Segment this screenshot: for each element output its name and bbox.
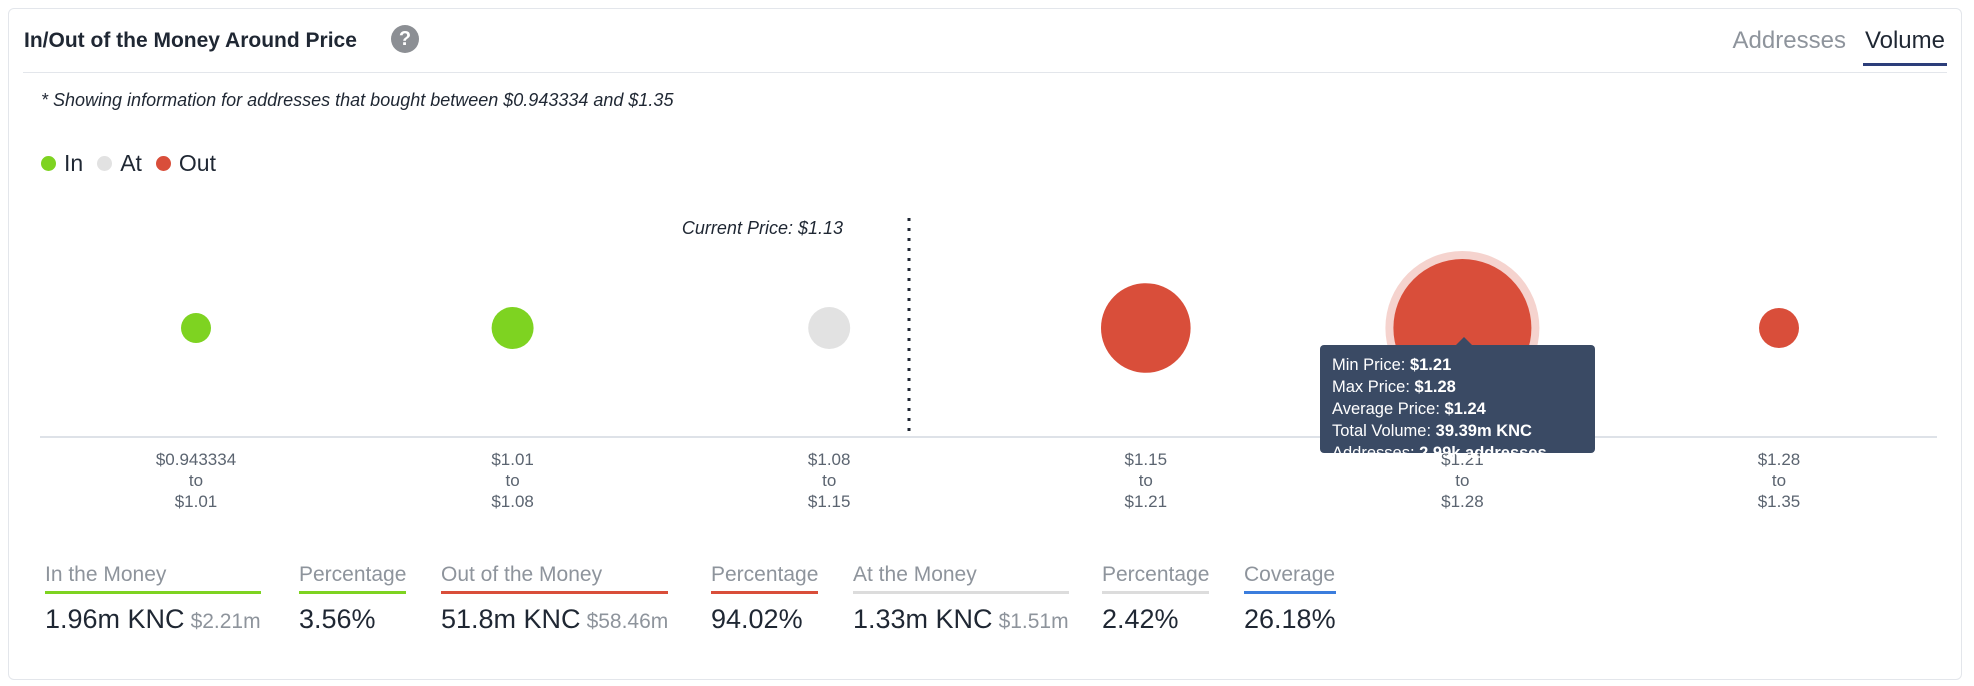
x-tick-label: $1.28 <box>1441 492 1484 511</box>
bubble-at <box>808 307 851 349</box>
tooltip-total-volume: Total Volume: 39.39m KNC <box>1332 422 1532 440</box>
card-header: In/Out of the Money Around Price ? Addre… <box>9 9 1961 74</box>
x-tick-label: $1.35 <box>1758 492 1801 511</box>
x-tick-label: to <box>189 471 203 490</box>
stat-at-percentage: Percentage 2.42% <box>1102 563 1210 635</box>
x-tick-label: $1.08 <box>808 450 851 469</box>
stat-at-the-money: At the Money 1.33m KNC $1.51m <box>853 563 1069 635</box>
stat-in-the-money: In the Money 1.96m KNC $2.21m <box>45 563 261 635</box>
stat-in-percentage: Percentage 3.56% <box>299 563 407 635</box>
x-tick-label: $1.08 <box>491 492 534 511</box>
bubble-out <box>1759 308 1799 348</box>
x-tick-label: $1.01 <box>175 492 218 511</box>
x-tick-label: to <box>1455 471 1469 490</box>
tab-addresses[interactable]: Addresses <box>1732 27 1846 54</box>
bubble-in <box>181 313 211 343</box>
x-tick-label: $1.15 <box>1125 450 1168 469</box>
chart-legend: In At Out <box>41 150 216 177</box>
current-price-label: Current Price: $1.13 <box>682 218 843 238</box>
x-tick-label: $0.943334 <box>156 450 236 469</box>
legend-label-in: In <box>64 150 84 176</box>
stat-out-percentage: Percentage 94.02% <box>711 563 819 635</box>
legend-item-at[interactable]: At <box>97 150 142 177</box>
tooltip-min-price: Min Price: $1.21 <box>1332 356 1452 374</box>
legend-item-out[interactable]: Out <box>155 150 216 177</box>
stat-label: Percentage <box>299 563 407 594</box>
legend-dot-at <box>97 156 113 171</box>
bubble-tooltip: Min Price: $1.21 Max Price: $1.28 Averag… <box>1320 345 1595 462</box>
stat-out-of-the-money: Out of the Money 51.8m KNC $58.46m <box>441 563 669 635</box>
x-tick-label: $1.01 <box>491 450 534 469</box>
stat-value: 3.56% <box>299 604 376 634</box>
stat-label: Coverage <box>1244 563 1336 594</box>
x-tick-label: $1.21 <box>1125 492 1168 511</box>
x-tick-label: to <box>1139 471 1153 490</box>
iomap-card: In/Out of the Money Around Price ? Addre… <box>8 8 1962 680</box>
stat-label: Percentage <box>1102 563 1210 594</box>
stat-label: At the Money <box>853 563 1069 594</box>
stat-label: Percentage <box>711 563 819 594</box>
x-tick-label: to <box>822 471 836 490</box>
bubble-in <box>491 307 534 349</box>
bubble-out <box>1100 283 1191 373</box>
stat-label: Out of the Money <box>441 563 669 594</box>
stat-value: 51.8m KNC $58.46m <box>441 604 669 634</box>
stat-value: 1.33m KNC $1.51m <box>853 604 1069 634</box>
header-divider <box>23 72 1947 73</box>
stat-value: 1.96m KNC $2.21m <box>45 604 261 634</box>
legend-dot-out <box>155 156 171 171</box>
stat-coverage: Coverage 26.18% <box>1244 563 1336 635</box>
tooltip-addresses: Addresses: 2.99k addresses <box>1332 444 1547 462</box>
page-title: In/Out of the Money Around Price <box>24 29 357 52</box>
legend-label-out: Out <box>178 150 216 176</box>
iomap-chart: Current Price: $1.13 $0.943334 to $1.01 $1.0… <box>40 218 1937 511</box>
x-tick-label: $1.28 <box>1758 450 1801 469</box>
view-tabs: Addresses Volume <box>1731 27 1947 66</box>
question-circle-icon[interactable]: ? <box>391 25 419 53</box>
range-note: * Showing information for addresses that… <box>41 90 674 110</box>
stat-label: In the Money <box>45 563 261 594</box>
tooltip-caret <box>1455 337 1473 346</box>
x-tick-label: to <box>506 471 520 490</box>
legend-item-in[interactable]: In <box>41 150 83 177</box>
stat-value: 26.18% <box>1244 604 1336 634</box>
x-tick-label: to <box>1772 471 1786 490</box>
x-tick-label: $1.21 <box>1441 450 1484 469</box>
tab-volume[interactable]: Volume <box>1862 27 1947 66</box>
tooltip-avg-price: Average Price: $1.24 <box>1332 400 1486 418</box>
x-tick-label: $1.15 <box>808 492 851 511</box>
legend-label-at: At <box>120 150 142 176</box>
stat-value: 94.02% <box>711 604 803 634</box>
legend-dot-in <box>41 156 56 171</box>
stat-value: 2.42% <box>1102 604 1179 634</box>
tooltip-max-price: Max Price: $1.28 <box>1332 378 1456 396</box>
